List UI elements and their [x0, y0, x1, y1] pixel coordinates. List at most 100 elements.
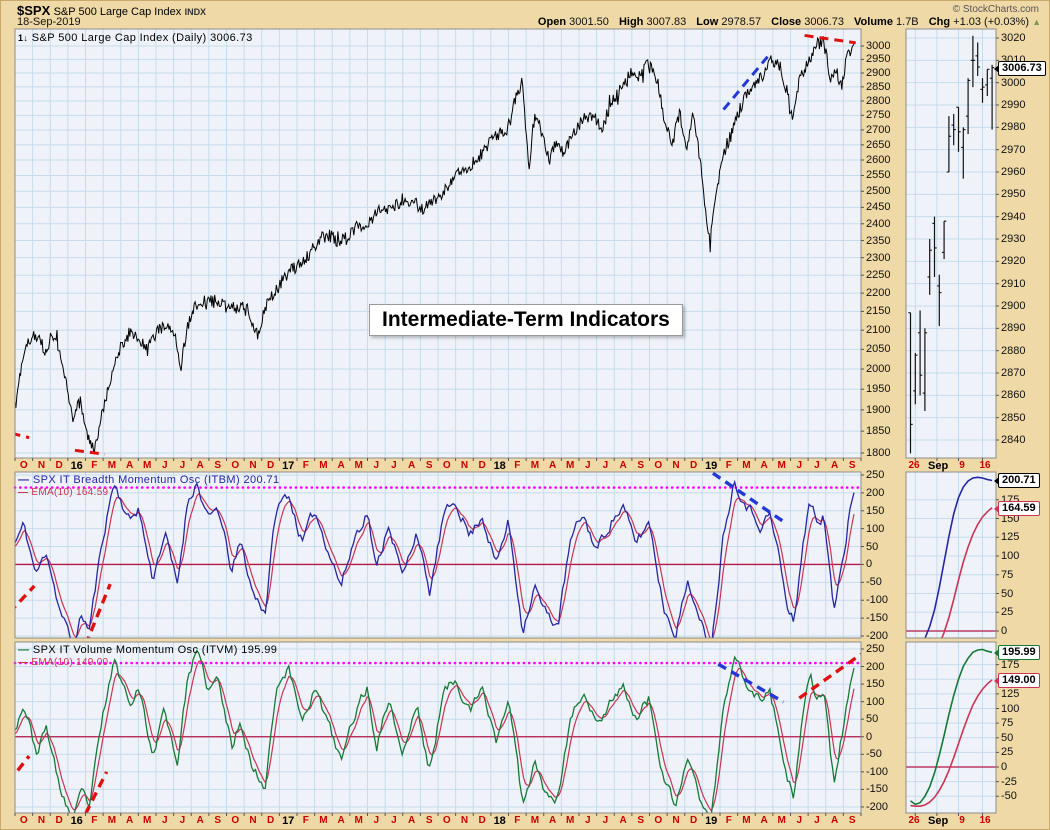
price-zoom-axis-label: 2980 — [1001, 121, 1026, 134]
month-axis-label: A — [548, 815, 557, 826]
itbm-axis-label: 50 — [866, 540, 879, 553]
itbm-ema-swatch: — — [18, 487, 29, 498]
month-axis-label: J — [373, 460, 380, 471]
month-axis-label: O — [654, 815, 663, 826]
price-axis-label: 3000 — [866, 40, 891, 52]
month-axis-label: D — [266, 815, 275, 826]
price-axis-label: 2200 — [866, 287, 891, 300]
price-zoom-axis-label: 2950 — [1001, 188, 1026, 201]
price-axis-label: 2400 — [866, 217, 891, 230]
month-axis-label: M — [566, 460, 575, 471]
month-axis-label: O — [654, 460, 663, 471]
itvm-zoom-axis-label: 0 — [1001, 761, 1008, 773]
month-axis-label: M — [107, 815, 117, 826]
itvm-line-swatch: — — [18, 644, 30, 656]
itbm-axis-label: -50 — [866, 576, 882, 589]
month-axis-label: O — [231, 815, 240, 826]
month-axis-label: M — [530, 815, 540, 826]
itvm-axis-label: 150 — [866, 678, 885, 691]
price-zoom-axis-label: 2890 — [1001, 322, 1026, 335]
month-axis-label: S — [425, 815, 433, 826]
month-axis-label: F — [91, 815, 98, 826]
price-axis-label: 2800 — [866, 94, 891, 107]
price-axis-label: 2750 — [866, 109, 891, 122]
price-zoom-axis-label: 2850 — [1001, 411, 1026, 424]
month-axis-label: S — [848, 815, 856, 826]
itbm-axis-label: 200 — [866, 486, 885, 499]
symbol-name: S&P 500 Large Cap Index — [53, 6, 182, 18]
copyright: © StockCharts.com — [952, 4, 1039, 15]
month-axis-label: M — [354, 460, 363, 471]
month-axis-label: F — [302, 815, 309, 826]
itvm-axis-label: -50 — [866, 748, 882, 761]
month-axis-label: A — [619, 815, 627, 826]
itvm-axis-label: -100 — [866, 765, 889, 778]
close-value: 3006.73 — [804, 16, 844, 28]
itvm-zoom-axis-label: 75 — [1001, 717, 1014, 730]
month-axis-label: J — [602, 815, 609, 826]
price-zoom-axis-label: 2920 — [1001, 255, 1026, 268]
itbm-axis-label: -200 — [866, 630, 889, 642]
zoom-day-axis-label: 9 — [959, 815, 965, 826]
price-axis-label: 2150 — [866, 305, 891, 318]
month-axis-label: A — [830, 815, 839, 826]
price-zoom-axis-label: 2870 — [1001, 366, 1026, 379]
month-axis-label: A — [407, 815, 416, 826]
month-axis-label: J — [796, 815, 803, 826]
price-axis-label: 2600 — [866, 154, 891, 166]
price-axis-label: 1950 — [866, 383, 891, 396]
month-axis-label: A — [196, 815, 204, 826]
month-axis-label: A — [760, 460, 768, 471]
price-axis-label: 2250 — [866, 269, 891, 282]
price-zoom-axis-label: 2990 — [1001, 98, 1026, 111]
itbm-axis-label: 0 — [866, 558, 873, 571]
price-legend-text: S&P 500 Large Cap Index (Daily) 3006.73 — [31, 32, 253, 44]
month-axis-label: D — [689, 815, 698, 826]
month-axis-label: M — [319, 815, 328, 826]
month-axis-label: F — [302, 460, 309, 471]
price-axis-label: 2550 — [866, 169, 891, 182]
year-axis-label: 17 — [282, 460, 295, 472]
itbm-axis-label: 100 — [866, 522, 885, 535]
symbol: $SPX — [17, 3, 51, 18]
price-zoom-axis-label: 2960 — [1001, 165, 1026, 178]
itbm-ema-legend: — EMA(10) 164.59 — [18, 487, 108, 498]
year-axis-label: 19 — [705, 460, 718, 472]
month-axis-label: J — [391, 460, 397, 471]
month-axis-label: M — [777, 460, 786, 471]
itvm-axis-label: 50 — [866, 713, 879, 726]
itvm-zoom-axis-label: 25 — [1001, 746, 1014, 759]
price-legend: 1↓ S&P 500 Large Cap Index (Daily) 3006.… — [18, 32, 253, 44]
price-zoom-axis-label: 2970 — [1001, 143, 1026, 156]
chg-value: +1.03 (+0.03%) — [953, 16, 1030, 28]
itbm-zoom-axis-label: 100 — [1001, 550, 1020, 562]
year-axis-label: 18 — [493, 815, 506, 827]
month-axis-label: S — [637, 815, 645, 826]
itvm-legend: — SPX IT Volume Momentum Osc (ITVM) 195.… — [18, 644, 277, 656]
month-axis-label: A — [407, 460, 416, 471]
zoom-day-axis-label: 16 — [979, 460, 991, 471]
itvm-ema-legend-text: EMA(10) 149.00 — [31, 657, 109, 668]
year-axis-label: 16 — [70, 815, 83, 827]
price-axis-label: 2700 — [866, 123, 891, 136]
itvm-ema-swatch: — — [18, 657, 29, 668]
month-axis-label: J — [162, 460, 168, 471]
price-axis-label: 2000 — [866, 363, 891, 376]
chg-label: Chg — [928, 16, 951, 28]
month-axis-label: J — [162, 815, 168, 826]
price-style-icon: 1↓ — [18, 33, 29, 43]
month-axis-label: N — [672, 460, 680, 471]
month-axis-label: N — [460, 460, 469, 471]
month-axis-label: M — [354, 815, 363, 826]
price-axis-label: 2300 — [866, 251, 891, 264]
quote-row: Open 3001.50 High 3007.83 Low 2978.57 Cl… — [531, 16, 1041, 28]
month-axis-label: A — [760, 815, 768, 826]
itvm-axis-label: -200 — [866, 800, 889, 813]
month-axis-label: M — [143, 460, 152, 471]
itvm-zoom-axis-label: 100 — [1001, 702, 1020, 715]
month-axis-label: N — [249, 815, 257, 826]
volume-value: 1.7B — [896, 16, 919, 28]
zoom-month-axis-label: Sep — [928, 460, 949, 472]
itvm-legend-text: SPX IT Volume Momentum Osc (ITVM) 195.99 — [32, 644, 278, 656]
